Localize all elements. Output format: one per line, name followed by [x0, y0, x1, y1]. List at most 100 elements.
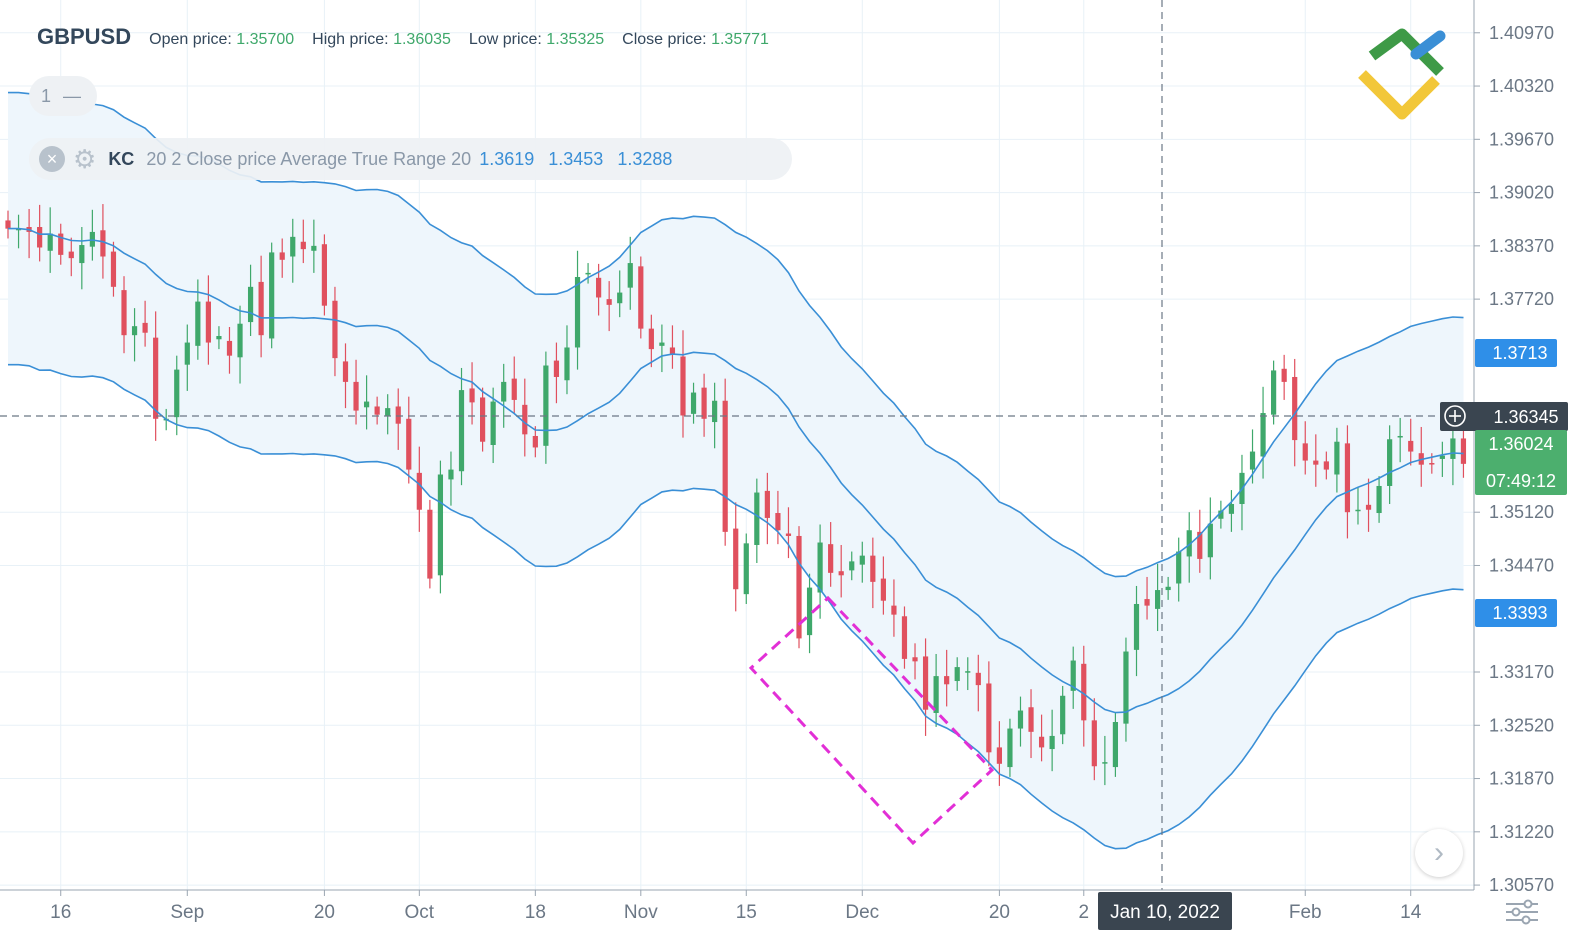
keltner-middle-line: [8, 227, 1464, 714]
candle: [1334, 427, 1340, 493]
close-value: 1.35771: [711, 31, 769, 48]
add-alert-icon[interactable]: [1444, 405, 1466, 427]
price-tick-label: 1.37720: [1489, 289, 1554, 309]
candle: [416, 446, 422, 532]
keltner-band-fill: [8, 92, 1464, 849]
price-tick-label: 1.40320: [1489, 76, 1554, 96]
candle: [996, 721, 1002, 786]
scroll-to-latest-button[interactable]: ›: [1415, 829, 1463, 877]
candle: [15, 214, 22, 249]
candle: [954, 657, 960, 691]
candle: [1017, 696, 1024, 747]
candle: [1281, 354, 1287, 400]
badge-upper-band-text: 1.3713: [1492, 343, 1547, 363]
candle: [880, 556, 886, 615]
close-price: Close price: 1.35771: [622, 31, 769, 49]
candle: [1123, 637, 1129, 742]
candle: [785, 507, 792, 559]
candle: [1197, 509, 1203, 573]
price-tick-label: 1.34470: [1489, 555, 1554, 575]
candle: [543, 351, 549, 464]
candle: [764, 472, 770, 545]
candle: [1439, 441, 1445, 477]
candle: [37, 204, 43, 262]
time-tick-label: 20: [314, 902, 335, 923]
candle: [237, 305, 243, 384]
candle: [501, 363, 507, 428]
sliders-icon[interactable]: [1504, 898, 1540, 926]
time-tick-label: 16: [50, 902, 71, 923]
candle: [1060, 685, 1066, 745]
candle: [648, 314, 654, 368]
candle: [553, 342, 560, 404]
candle: [1091, 698, 1097, 781]
candle: [690, 382, 697, 424]
candle: [1102, 735, 1108, 786]
indicator-lower-value: 1.3288: [617, 148, 673, 169]
candle: [469, 362, 475, 425]
badge-lower-band-text: 1.3393: [1492, 603, 1547, 623]
candle: [58, 223, 64, 265]
candle: [279, 238, 285, 278]
candle: [574, 250, 581, 370]
minus-icon[interactable]: —: [63, 85, 82, 106]
candle: [638, 256, 644, 339]
candle: [511, 356, 517, 414]
price-tick-label: 1.32520: [1489, 715, 1554, 735]
price-tick-label: 1.39670: [1489, 129, 1554, 149]
symbol-name[interactable]: GBPUSD: [37, 24, 132, 49]
time-tick-label: Sep: [170, 902, 204, 923]
candle: [142, 300, 148, 347]
pane-toggle-button[interactable]: 1 —: [29, 76, 97, 116]
time-tick-label: Dec: [845, 902, 879, 923]
candle: [1038, 714, 1045, 762]
candle: [870, 537, 876, 609]
candle: [153, 311, 159, 441]
price-tick-label: 1.40970: [1489, 23, 1554, 43]
candle: [754, 478, 760, 564]
badge-upper-band: 1.3713: [1475, 339, 1557, 367]
indicator-middle-value: 1.3453: [548, 148, 604, 169]
close-label: Close price:: [622, 31, 707, 48]
candle: [901, 606, 908, 669]
open-price: Open price: 1.35700: [149, 31, 294, 49]
badge-countdown-text: 07:49:12: [1486, 471, 1556, 491]
candle: [47, 207, 53, 273]
candle: [1028, 689, 1034, 759]
candle: [490, 387, 496, 464]
candle: [374, 396, 380, 425]
candle: [606, 281, 612, 332]
open-label: Open price:: [149, 31, 232, 48]
badge-crosshair: 1.36345: [1440, 402, 1568, 431]
candle: [363, 375, 370, 430]
candle: [1302, 421, 1308, 475]
candle: [1397, 417, 1403, 463]
indicator-upper-value: 1.3619: [479, 148, 535, 169]
candle: [859, 541, 865, 583]
price-tick-label: 1.33170: [1489, 662, 1554, 682]
candle: [944, 649, 950, 707]
candle: [300, 219, 306, 264]
candle: [290, 218, 296, 283]
candle: [1133, 585, 1140, 677]
candle: [458, 367, 465, 486]
candle: [1176, 537, 1182, 602]
indicator-name[interactable]: KC: [108, 148, 135, 169]
candle: [659, 324, 665, 373]
low-value: 1.35325: [546, 31, 605, 48]
close-icon[interactable]: ×: [39, 146, 65, 172]
candle: [1323, 451, 1329, 480]
candle: [437, 460, 444, 594]
candle: [828, 522, 834, 587]
time-tick-label: 18: [525, 902, 546, 923]
candle: [1365, 478, 1372, 532]
candle: [1271, 360, 1277, 425]
price-tick-label: 1.31870: [1489, 769, 1554, 789]
candle: [121, 276, 127, 354]
pattern-annotation-rectangle[interactable]: [748, 595, 995, 846]
candle: [733, 502, 739, 612]
candle: [269, 242, 275, 349]
candle: [796, 526, 802, 649]
gear-icon[interactable]: ⚙: [73, 144, 97, 174]
